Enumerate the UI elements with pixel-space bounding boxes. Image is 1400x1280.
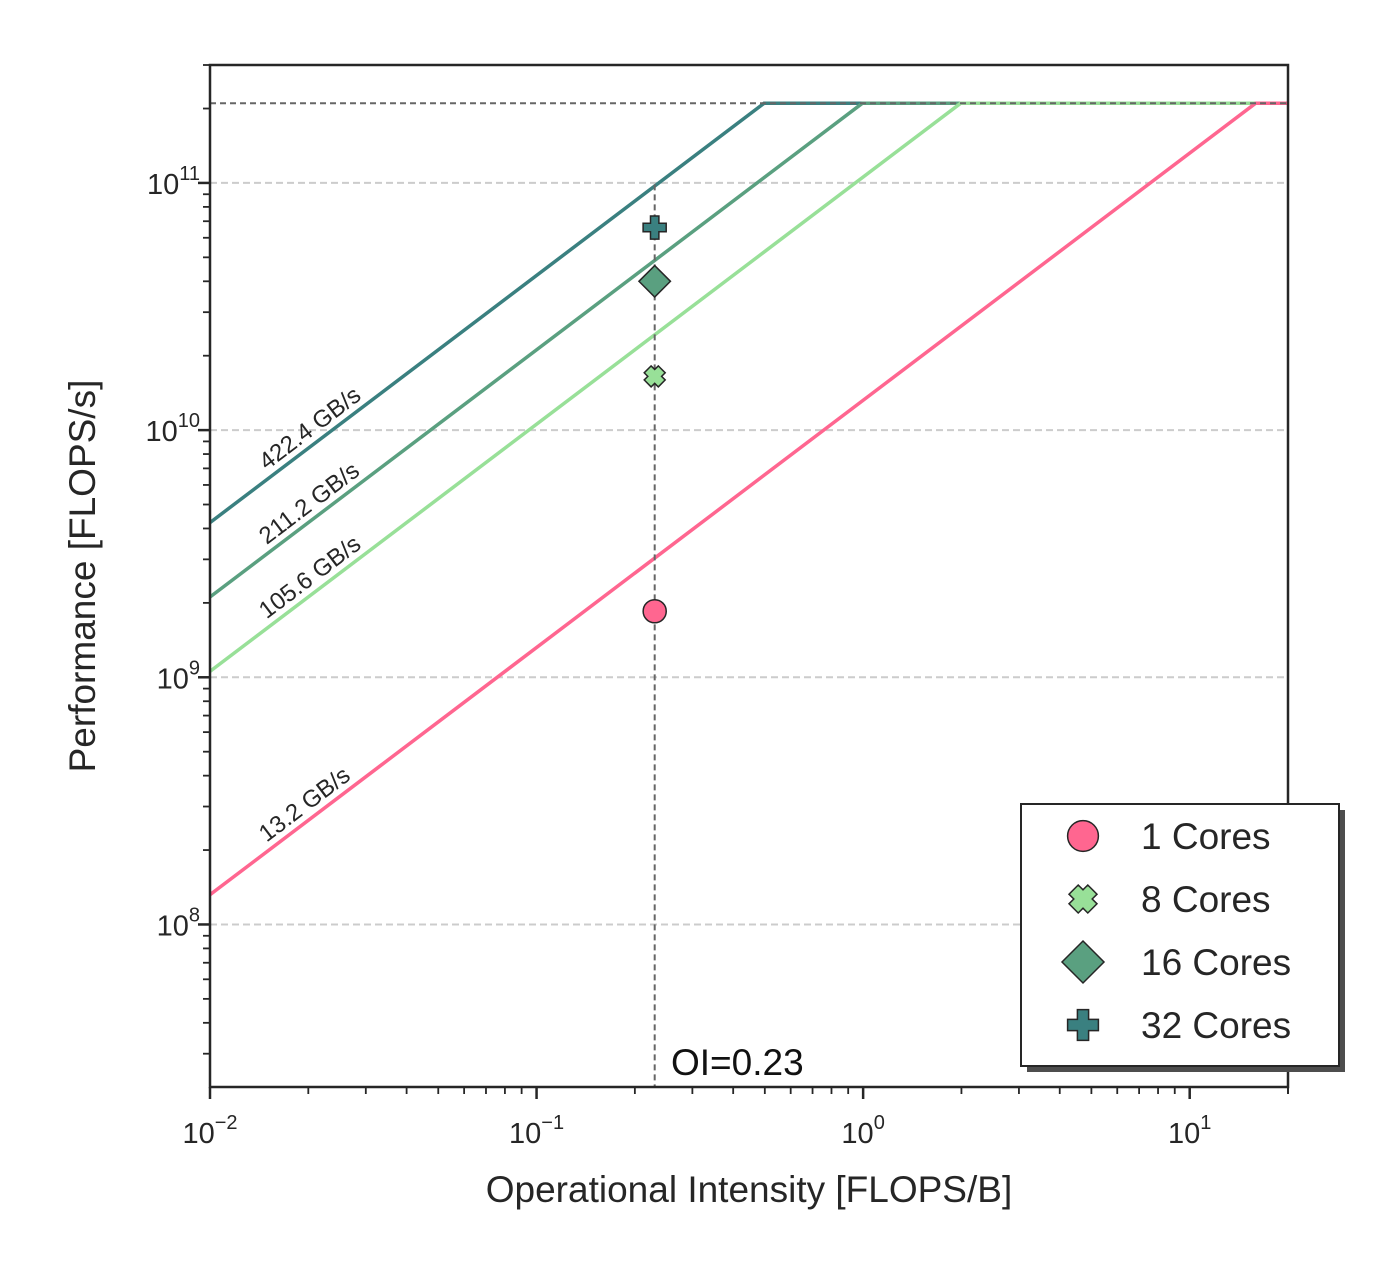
y-axis-title: Performance [FLOPS/s] [62,380,103,773]
y-tick-label: 1011 [147,163,200,201]
x-tick-label: 100 [841,1112,884,1150]
oi-label: OI=0.23 [671,1042,804,1083]
y-tick-label: 108 [157,904,200,942]
legend-label: 16 Cores [1141,942,1291,983]
marker-x [643,364,667,388]
x-tick-label: 10−1 [509,1112,564,1150]
data-point [643,364,667,388]
x-axis-title: Operational Intensity [FLOPS/B] [486,1169,1012,1210]
marker-circle [1066,819,1100,853]
data-point [642,215,667,240]
legend-label: 8 Cores [1141,879,1271,920]
tick-labels: 10−2 10−1 100 101 108 109 1010 1011 [145,163,1211,1150]
legend-label: 32 Cores [1141,1005,1291,1046]
marker-diamond [1060,939,1106,985]
data-point [642,598,667,624]
legend-entry: 1 Cores [1066,816,1271,857]
x-tick-label: 101 [1168,1112,1211,1150]
marker-plus [642,215,667,240]
y-tick-label: 109 [157,657,200,695]
legend-entry: 32 Cores [1066,1005,1291,1046]
legend-entry: 16 Cores [1060,939,1291,985]
legend: 1 Cores 8 Cores 16 Cores 32 Cores [1020,803,1345,1072]
y-tick-label: 1010 [145,410,200,448]
oi-guide [210,102,1288,1087]
legend-label: 1 Cores [1141,816,1271,857]
grid-lines [210,181,1288,926]
legend-entry: 8 Cores [1067,879,1271,920]
marker-diamond [637,264,672,299]
plot-frame [208,63,1290,1089]
legend-entries: 1 Cores 8 Cores 16 Cores 32 Cores [1060,816,1291,1046]
marker-plus [1066,1008,1100,1042]
marker-circle [642,598,667,624]
measured-points [637,215,672,624]
x-tick-label: 10−2 [182,1112,237,1150]
data-point [637,264,672,299]
axis-ticks [198,64,1289,1099]
marker-x [1067,883,1099,915]
